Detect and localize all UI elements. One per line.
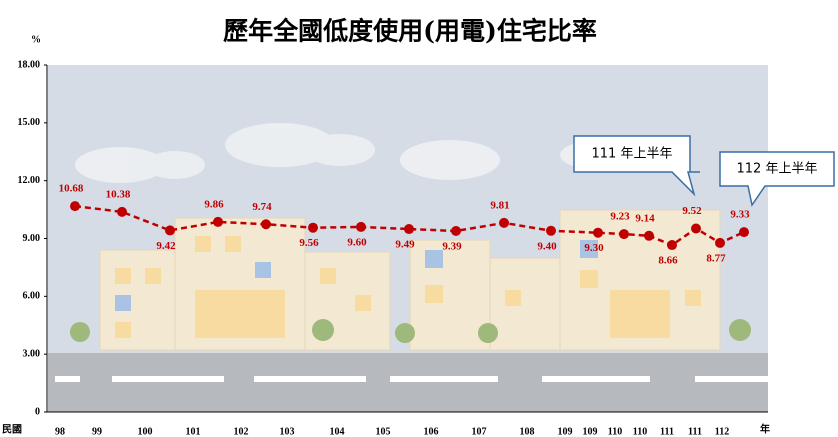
value-label: 9.52: [682, 205, 702, 217]
value-label: 10.38: [106, 188, 131, 200]
annotation: 111 年上半年: [592, 147, 673, 162]
data-point: [715, 238, 725, 248]
value-label: 9.74: [252, 201, 272, 213]
data-point: [261, 219, 271, 229]
data-point: [593, 228, 603, 238]
x-tick-label: 108: [520, 426, 535, 437]
x-tick-label: 110: [633, 426, 647, 437]
x-tick-label: 110: [608, 426, 622, 437]
x-axis-label-left: 民國: [2, 423, 22, 435]
x-tick-label: 105: [376, 426, 391, 437]
data-point: [70, 201, 80, 211]
y-tick-label: 15.00: [18, 117, 41, 128]
value-label: 9.14: [635, 212, 655, 224]
y-axis-label: %: [31, 34, 41, 45]
value-label: 9.40: [537, 240, 557, 252]
y-tick-label: 0: [35, 406, 40, 417]
value-label: 9.30: [584, 242, 604, 254]
chart: 歷年全國低度使用(用電)住宅比率 % 民國 年 111 年上半年 112 年上半…: [0, 0, 838, 437]
x-tick-label: 107: [472, 426, 487, 437]
data-point: [117, 207, 127, 217]
x-tick-label: 104: [330, 426, 345, 437]
data-point: [499, 218, 509, 228]
x-tick-label: 109: [583, 426, 598, 437]
y-tick-label: 12.00: [18, 175, 41, 186]
x-tick-label: 101: [186, 426, 201, 437]
x-axis-label-right: 年: [760, 422, 770, 435]
data-point: [356, 222, 366, 232]
chart-title: 歷年全國低度使用(用電)住宅比率: [223, 17, 597, 46]
data-point: [691, 223, 701, 233]
data-point: [619, 229, 629, 239]
data-point: [739, 227, 749, 237]
x-tick-label: 100: [138, 426, 153, 437]
x-tick-label: 102: [234, 426, 249, 437]
y-tick-label: 18.00: [18, 59, 41, 70]
data-point: [213, 217, 223, 227]
data-point: [165, 225, 175, 235]
y-tick-label: 3.00: [23, 348, 41, 359]
x-tick-label: 112: [715, 426, 729, 437]
y-tick-label: 6.00: [23, 291, 41, 302]
value-label: 10.68: [59, 183, 84, 195]
value-label: 9.23: [610, 211, 630, 223]
data-point: [404, 224, 414, 234]
value-label: 9.56: [299, 237, 319, 249]
x-tick-label: 106: [424, 426, 439, 437]
value-label: 9.39: [442, 241, 462, 253]
x-tick-label: 98: [55, 426, 65, 437]
x-tick-label: 109: [558, 426, 573, 437]
value-label: 8.66: [658, 255, 678, 267]
value-label: 9.49: [395, 239, 415, 251]
data-point: [308, 223, 318, 233]
value-label: 9.81: [490, 199, 509, 211]
value-label: 9.33: [730, 209, 750, 221]
x-tick-label: 111: [660, 426, 674, 437]
value-label: 8.77: [706, 252, 726, 264]
x-tick-label: 103: [280, 426, 295, 437]
data-point: [644, 231, 654, 241]
value-label: 9.42: [156, 240, 176, 252]
data-point: [451, 226, 461, 236]
x-tick-label: 99: [92, 426, 102, 437]
x-tick-label: 111: [688, 426, 702, 437]
y-tick-label: 9.00: [23, 233, 41, 244]
annotation: 112 年上半年: [737, 162, 818, 177]
value-label: 9.60: [347, 236, 367, 248]
data-point: [667, 240, 677, 250]
value-label: 9.86: [204, 198, 224, 210]
data-point: [546, 226, 556, 236]
